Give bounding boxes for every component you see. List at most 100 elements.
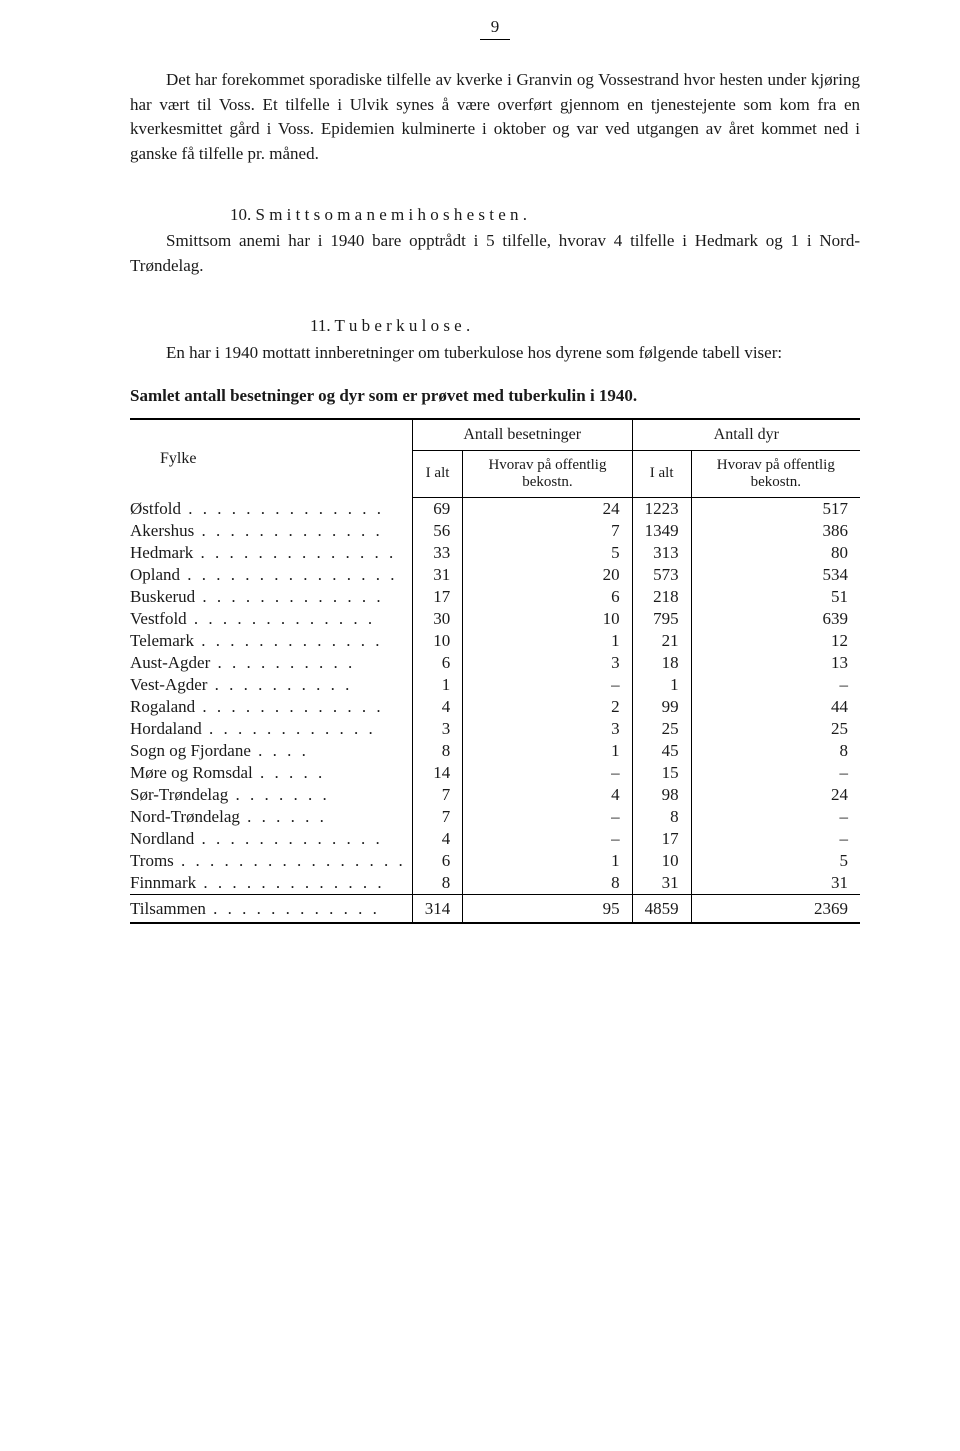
value-cell: 386 <box>691 520 860 542</box>
table-row: Nord-Trøndelag . . . . . . 7–8– <box>130 806 860 828</box>
value-cell: 12 <box>691 630 860 652</box>
total-value: 2369 <box>691 895 860 924</box>
value-cell: 24 <box>463 498 632 521</box>
value-cell: 517 <box>691 498 860 521</box>
value-cell: – <box>463 806 632 828</box>
section-11-body: En har i 1940 mottatt innberetninger om … <box>130 341 860 366</box>
value-cell: 7 <box>412 806 463 828</box>
th-fylke: Fylke <box>130 419 412 498</box>
value-cell: 45 <box>632 740 691 762</box>
value-cell: 5 <box>691 850 860 872</box>
county-cell: Telemark . . . . . . . . . . . . . <box>130 630 412 652</box>
value-cell: 31 <box>412 564 463 586</box>
total-value: 95 <box>463 895 632 924</box>
table-row: Rogaland . . . . . . . . . . . . . 42994… <box>130 696 860 718</box>
value-cell: – <box>463 674 632 696</box>
value-cell: 7 <box>463 520 632 542</box>
table-title: Samlet antall besetninger og dyr som er … <box>130 386 860 406</box>
county-cell: Hedmark . . . . . . . . . . . . . . <box>130 542 412 564</box>
value-cell: 6 <box>412 652 463 674</box>
value-cell: 8 <box>691 740 860 762</box>
value-cell: 8 <box>412 872 463 895</box>
value-cell: 99 <box>632 696 691 718</box>
county-cell: Sogn og Fjordane . . . . <box>130 740 412 762</box>
table-row: Vest-Agder . . . . . . . . . . 1–1– <box>130 674 860 696</box>
value-cell: 17 <box>632 828 691 850</box>
value-cell: 639 <box>691 608 860 630</box>
county-cell: Nordland . . . . . . . . . . . . . <box>130 828 412 850</box>
value-cell: 3 <box>463 652 632 674</box>
table-row: Troms . . . . . . . . . . . . . . . . 61… <box>130 850 860 872</box>
value-cell: 313 <box>632 542 691 564</box>
section-11-heading: 11. T u b e r k u l o s e . <box>130 314 860 339</box>
value-cell: 3 <box>463 718 632 740</box>
value-cell: – <box>691 828 860 850</box>
county-cell: Finnmark . . . . . . . . . . . . . <box>130 872 412 895</box>
section-10-heading: 10. S m i t t s o m a n e m i h o s h e … <box>130 203 860 228</box>
value-cell: 5 <box>463 542 632 564</box>
table-row: Finnmark . . . . . . . . . . . . . 88313… <box>130 872 860 895</box>
value-cell: 10 <box>412 630 463 652</box>
value-cell: 218 <box>632 586 691 608</box>
value-cell: 44 <box>691 696 860 718</box>
value-cell: 1 <box>412 674 463 696</box>
table-row: Akershus . . . . . . . . . . . . . 56713… <box>130 520 860 542</box>
table-row: Telemark . . . . . . . . . . . . . 10 12 1… <box>130 630 860 652</box>
value-cell: – <box>463 762 632 784</box>
value-cell: 1349 <box>632 520 691 542</box>
value-cell: 4 <box>412 696 463 718</box>
value-cell: 1223 <box>632 498 691 521</box>
value-cell: 15 <box>632 762 691 784</box>
county-cell: Hordaland . . . . . . . . . . . . <box>130 718 412 740</box>
th-antall-besetninger: Antall besetninger <box>412 419 632 451</box>
county-cell: Rogaland . . . . . . . . . . . . . <box>130 696 412 718</box>
value-cell: 1 <box>463 630 632 652</box>
value-cell: 1 <box>463 740 632 762</box>
value-cell: 13 <box>691 652 860 674</box>
table-row: Hedmark . . . . . . . . . . . . . . 3353… <box>130 542 860 564</box>
value-cell: 18 <box>632 652 691 674</box>
total-value: 314 <box>412 895 463 924</box>
table-row: Buskerud . . . . . . . . . . . . . 17621… <box>130 586 860 608</box>
value-cell: 1 <box>463 850 632 872</box>
value-cell: 31 <box>632 872 691 895</box>
th-ialt-1: I alt <box>412 450 463 498</box>
table-row: Vestfold . . . . . . . . . . . . . 30107… <box>130 608 860 630</box>
value-cell: 8 <box>463 872 632 895</box>
th-hvorav-2: Hvorav på offentlig bekostn. <box>691 450 860 498</box>
table-row: Østfold . . . . . . . . . . . . . . 6924… <box>130 498 860 521</box>
county-cell: Opland . . . . . . . . . . . . . . . <box>130 564 412 586</box>
county-cell: Akershus . . . . . . . . . . . . . <box>130 520 412 542</box>
value-cell: 30 <box>412 608 463 630</box>
value-cell: 51 <box>691 586 860 608</box>
value-cell: 10 <box>632 850 691 872</box>
th-antall-dyr: Antall dyr <box>632 419 860 451</box>
section-10-body: Smittsom anemi har i 1940 bare opptrådt … <box>130 229 860 278</box>
value-cell: 8 <box>632 806 691 828</box>
value-cell: 573 <box>632 564 691 586</box>
value-cell: – <box>463 828 632 850</box>
total-row: Tilsammen . . . . . . . . . . . . 314954… <box>130 895 860 924</box>
table-row: Nordland . . . . . . . . . . . . . 4–17– <box>130 828 860 850</box>
county-cell: Troms . . . . . . . . . . . . . . . . <box>130 850 412 872</box>
value-cell: 25 <box>632 718 691 740</box>
value-cell: 98 <box>632 784 691 806</box>
value-cell: 6 <box>412 850 463 872</box>
county-cell: Østfold . . . . . . . . . . . . . . <box>130 498 412 521</box>
page-number: 9 <box>480 17 510 40</box>
county-cell: Vest-Agder . . . . . . . . . . <box>130 674 412 696</box>
value-cell: 4 <box>463 784 632 806</box>
table-row: Hordaland . . . . . . . . . . . . 332525 <box>130 718 860 740</box>
th-hvorav-1: Hvorav på offentlig bekostn. <box>463 450 632 498</box>
county-cell: Sør-Trøndelag . . . . . . . <box>130 784 412 806</box>
value-cell: 3 <box>412 718 463 740</box>
value-cell: 80 <box>691 542 860 564</box>
value-cell: 10 <box>463 608 632 630</box>
tuberkulin-table: Fylke Antall besetninger Antall dyr I al… <box>130 418 860 925</box>
value-cell: 795 <box>632 608 691 630</box>
county-cell: Nord-Trøndelag . . . . . . <box>130 806 412 828</box>
value-cell: 25 <box>691 718 860 740</box>
county-cell: Vestfold . . . . . . . . . . . . . <box>130 608 412 630</box>
paragraph-intro: Det har forekommet sporadiske tilfelle a… <box>130 68 860 167</box>
value-cell: 7 <box>412 784 463 806</box>
